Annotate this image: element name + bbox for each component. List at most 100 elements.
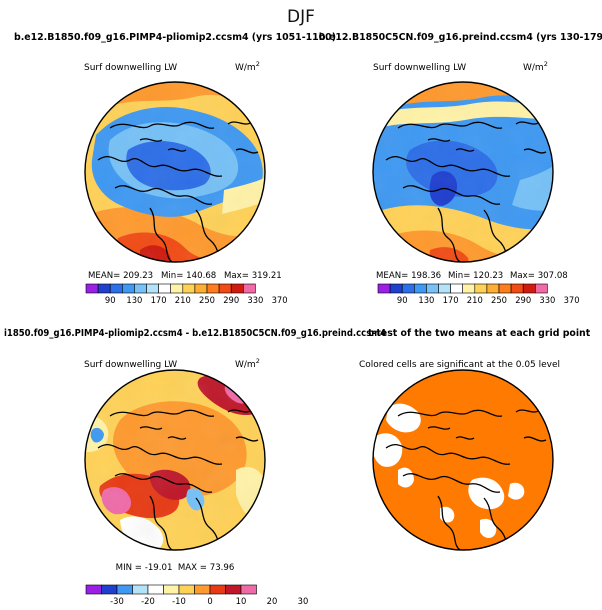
variable-label: Surf downwelling LW (84, 360, 177, 370)
units-base: W/m (235, 360, 256, 370)
colorbar-box (85, 584, 102, 595)
field-texture (85, 82, 265, 262)
panel-title: t-test of the two means at each grid poi… (368, 328, 591, 339)
units-base: W/m (235, 63, 256, 73)
colorbar-box (486, 283, 500, 294)
units-label: W/m2 (523, 60, 548, 73)
panel-model-b: b.e12.B1850C5CN.f09_g16.preind.ccsm4 (yr… (319, 32, 602, 305)
coastlines (385, 409, 547, 550)
colorbar-box (438, 283, 451, 294)
polar-map (85, 82, 265, 262)
colorbar-tick-label: 10 (236, 596, 247, 606)
stat-mean: MEAN= 198.36 (376, 271, 441, 281)
stat-min: Min= 120.23 (448, 271, 503, 281)
colorbar-box (158, 283, 172, 294)
colorbar-box (178, 584, 195, 595)
colorbar: -30 -20 -10 0 10 20 30 (85, 584, 309, 606)
map-boundary (84, 369, 266, 551)
colorbar-box (122, 283, 135, 294)
field-texture (373, 82, 553, 262)
coastlines (97, 409, 259, 550)
colorbar-tick-label: 90 (397, 295, 408, 305)
units-label: W/m2 (235, 60, 260, 73)
colorbar-tick-label: 330 (247, 295, 263, 305)
colorbar-tick-label: 290 (515, 295, 531, 305)
colorbar-box (132, 584, 149, 595)
colorbar-tick-label: 30 (298, 596, 309, 606)
colorbar-box (240, 584, 257, 595)
colorbar-box (534, 283, 548, 294)
colorbar-box (109, 283, 123, 294)
colorbar-tick-label: -10 (172, 596, 186, 606)
colorbar-box (498, 283, 512, 294)
stat-max: Max= 319.21 (224, 271, 282, 281)
polar-map (373, 82, 553, 262)
panel-ttest: t-test of the two means at each grid poi… (359, 328, 591, 551)
colorbar-box (116, 584, 133, 595)
colorbar-box (194, 584, 211, 595)
stat-range: MIN = -19.01 MAX = 73.96 (116, 563, 235, 573)
figure-title: DJF (287, 7, 315, 27)
stat-mean: MEAN= 209.23 (88, 271, 153, 281)
colorbar-box (101, 584, 118, 595)
map-boundary (372, 81, 554, 263)
colorbar-tick-label: -30 (110, 596, 124, 606)
colorbar-tick-label: 210 (175, 295, 191, 305)
colorbar-box (194, 283, 208, 294)
colorbar-tick-label: 250 (491, 295, 507, 305)
colorbar-box (218, 283, 232, 294)
polar-map (373, 370, 553, 550)
colorbar-tick-label: 20 (267, 596, 278, 606)
colorbar-tick-label: 0 (207, 596, 212, 606)
colorbar-box (377, 283, 391, 294)
colorbar-tick-label: 370 (564, 295, 580, 305)
units-exponent: 2 (544, 60, 548, 68)
colorbar-box (401, 283, 415, 294)
colorbar-tick-label: 130 (418, 295, 434, 305)
colorbar-box (474, 283, 488, 294)
colorbar-tick-label: -20 (141, 596, 155, 606)
stat-min: Min= 140.68 (161, 271, 216, 281)
panel-model-a: b.e12.B1850.f09_g16.PIMP4-pliomip2.ccsm4… (14, 32, 336, 305)
colorbar-box (134, 283, 147, 294)
colorbar-tick-label: 170 (443, 295, 459, 305)
colorbar-box (243, 283, 256, 294)
panel-subtitle: Colored cells are significant at the 0.0… (359, 360, 560, 370)
significant-region (373, 370, 553, 550)
colorbar-tick-label: 330 (539, 295, 555, 305)
panel-title: b.e12.B1850.f09_g16.PIMP4-pliomip2.ccsm4… (14, 32, 336, 43)
colorbar-tick-label: 250 (199, 295, 215, 305)
colorbar-box (147, 584, 164, 595)
colorbar-box (462, 283, 476, 294)
colorbar-tick-label: 170 (151, 295, 167, 305)
colorbar-box (170, 283, 184, 294)
stat-max: Max= 307.08 (510, 271, 568, 281)
polar-map (85, 370, 265, 550)
colorbar: 90 130 170 210 250 290 330 370 (85, 283, 288, 305)
colorbar-box (209, 584, 226, 595)
variable-label: Surf downwelling LW (373, 63, 466, 73)
colorbar-box (450, 283, 464, 294)
panel-title: i1850.f09_g16.PIMP4-pliomip2.ccsm4 - b.e… (4, 328, 386, 339)
colorbar-box (85, 283, 99, 294)
colorbar-box (389, 283, 403, 294)
colorbar-tick-label: 130 (126, 295, 142, 305)
variable-label: Surf downwelling LW (84, 63, 177, 73)
colorbar-tick-label: 290 (223, 295, 239, 305)
units-exponent: 2 (256, 60, 260, 68)
colorbar-box (146, 283, 159, 294)
colorbar-box (413, 283, 427, 294)
colorbar-box (97, 283, 111, 294)
colorbar-tick-label: 90 (105, 295, 116, 305)
units-label: W/m2 (235, 357, 260, 370)
units-exponent: 2 (256, 357, 260, 365)
panel-title: b.e12.B1850C5CN.f09_g16.preind.ccsm4 (yr… (319, 32, 602, 43)
colorbar-box (426, 283, 439, 294)
colorbar: 90 130 170 210 250 290 330 370 (377, 283, 580, 305)
colorbar-box (225, 584, 242, 595)
map-boundary (84, 81, 266, 263)
coastlines (385, 121, 547, 262)
colorbar-box (510, 283, 524, 294)
colorbar-box (182, 283, 196, 294)
